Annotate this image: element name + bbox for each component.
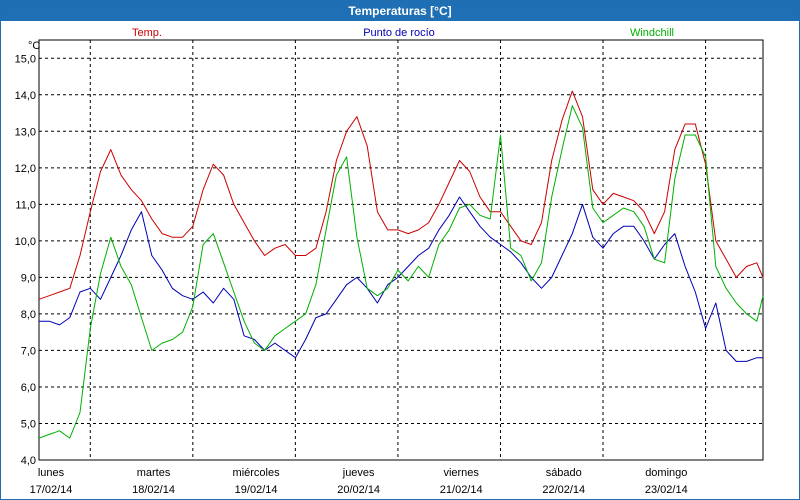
x-tick-label: jueves 20/02/14 xyxy=(337,467,380,496)
x-tick-day: lunes xyxy=(38,467,65,479)
x-tick-date: 17/02/14 xyxy=(30,484,73,496)
x-tick-day: jueves xyxy=(342,467,375,479)
series-line-dew xyxy=(39,196,763,362)
x-tick-date: 21/02/14 xyxy=(440,484,483,496)
x-tick-day: miércoles xyxy=(233,467,281,479)
x-tick-date: 18/02/14 xyxy=(132,484,175,496)
x-tick-date: 22/02/14 xyxy=(542,484,585,496)
x-tick-date: 19/02/14 xyxy=(235,484,278,496)
legend-windchill: Windchill xyxy=(630,27,674,39)
grid xyxy=(39,40,763,460)
y-tick-label: 6,0 xyxy=(21,382,36,394)
y-tick-label: 13,0 xyxy=(15,126,36,138)
y-tick-label: 12,0 xyxy=(15,163,36,175)
y-tick-label: 10,0 xyxy=(15,236,36,248)
y-tick-label: 14,0 xyxy=(15,90,36,102)
x-tick-day: domingo xyxy=(645,467,687,479)
window-title: Temperaturas [°C] xyxy=(1,1,799,21)
series-lines xyxy=(38,90,764,439)
series-line-wind xyxy=(38,105,764,439)
y-tick-label: 11,0 xyxy=(15,199,36,211)
legend-dew-point: Punto de rocío xyxy=(363,27,435,39)
x-axis-ticks: lunes 17/02/14 martes 18/02/14 miércoles 19/0… xyxy=(30,467,688,496)
y-tick-label: 9,0 xyxy=(21,272,36,284)
x-tick-label: martes 18/02/14 xyxy=(132,467,175,496)
y-tick-label: 4,0 xyxy=(21,455,36,467)
x-tick-label: lunes 17/02/14 xyxy=(30,467,73,496)
x-tick-label: domingo 23/02/14 xyxy=(645,467,688,496)
y-axis-ticks: 4,0 5,0 6,0 7,0 8,0 9,0 10,0 11,0 12,0 13,0 14,0 15… xyxy=(15,53,36,467)
x-tick-day: viernes xyxy=(443,467,479,479)
x-tick-label: miércoles 19/02/14 xyxy=(233,467,281,496)
plot-background xyxy=(38,39,764,461)
y-axis-unit-label: °C xyxy=(28,40,40,52)
series-line-temp xyxy=(38,90,764,300)
y-tick-label: 8,0 xyxy=(21,309,36,321)
x-tick-day: sábado xyxy=(546,467,582,479)
legend-temp: Temp. xyxy=(132,27,162,39)
x-tick-label: sábado 22/02/14 xyxy=(542,467,585,496)
y-tick-label: 5,0 xyxy=(21,418,36,430)
x-tick-label: viernes 21/02/14 xyxy=(440,467,483,496)
y-tick-label: 7,0 xyxy=(21,345,36,357)
x-tick-date: 20/02/14 xyxy=(337,484,380,496)
x-tick-date: 23/02/14 xyxy=(645,484,688,496)
x-tick-day: martes xyxy=(137,467,171,479)
y-tick-label: 15,0 xyxy=(15,53,36,65)
temperature-chart: 4,0 5,0 6,0 7,0 8,0 9,0 10,0 11,0 12,0 13,0 14,0 15… xyxy=(15,27,764,496)
